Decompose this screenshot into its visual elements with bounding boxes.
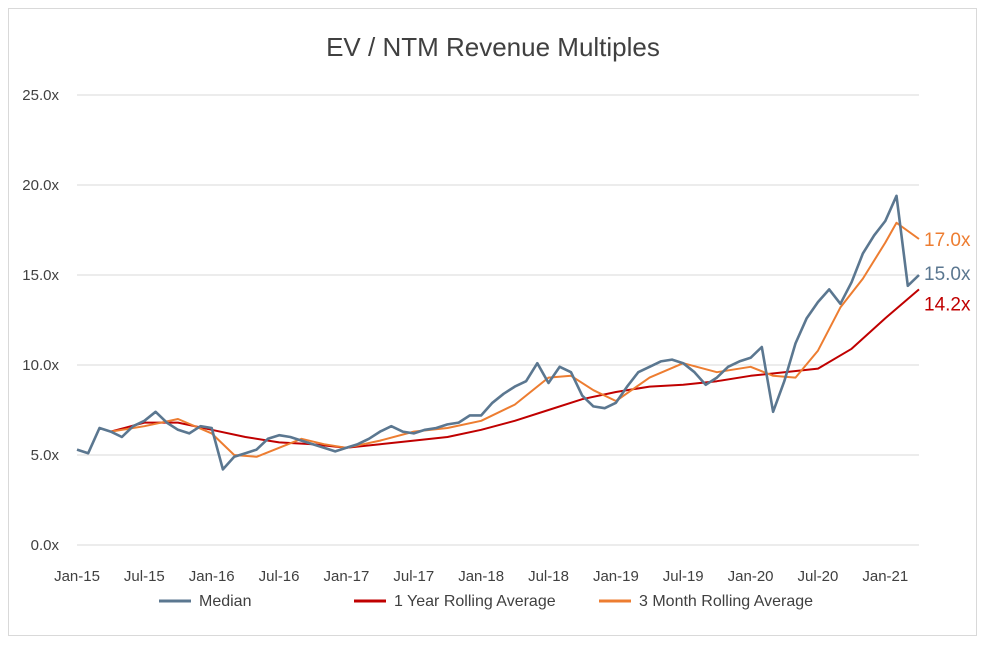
legend-label: 3 Month Rolling Average xyxy=(639,593,813,610)
y-tick-label: 20.0x xyxy=(22,177,59,194)
x-tick-label: Jul-17 xyxy=(393,568,434,585)
chart-frame: EV / NTM Revenue Multiples 0.0x 5.0x 10.0x… xyxy=(8,8,977,636)
x-tick-label: Jul-16 xyxy=(259,568,300,585)
y-tick-label: 15.0x xyxy=(22,267,59,284)
y-tick-label: 10.0x xyxy=(22,357,59,374)
chart-title: EV / NTM Revenue Multiples xyxy=(326,32,660,62)
x-tick-label: Jul-20 xyxy=(798,568,839,585)
legend: Median 1 Year Rolling Average 3 Month Roll… xyxy=(159,593,813,610)
x-tick-label: Jan-16 xyxy=(189,568,235,585)
x-tick-label: Jan-20 xyxy=(728,568,774,585)
series-line-median xyxy=(76,194,920,471)
y-axis-labels: 0.0x 5.0x 10.0x 15.0x 20.0x 25.0x xyxy=(22,87,59,554)
y-tick-label: 5.0x xyxy=(31,447,60,464)
x-tick-label: Jul-15 xyxy=(124,568,165,585)
line-chart: EV / NTM Revenue Multiples 0.0x 5.0x 10.0x… xyxy=(22,32,971,610)
legend-label: 1 Year Rolling Average xyxy=(394,593,556,610)
y-tick-label: 25.0x xyxy=(22,87,59,104)
x-tick-label: Jul-18 xyxy=(528,568,569,585)
x-axis-labels: Jan-15 Jul-15 Jan-16 Jul-16 Jan-17 Jul-17 Jan-… xyxy=(54,568,908,585)
x-tick-label: Jan-17 xyxy=(324,568,370,585)
series-line-1-year-rolling-average xyxy=(110,288,920,449)
x-tick-label: Jan-21 xyxy=(862,568,908,585)
series-line-3-month-rolling-average xyxy=(110,221,920,458)
end-value-label: 17.0x xyxy=(924,230,971,251)
x-tick-label: Jan-15 xyxy=(54,568,100,585)
x-tick-label: Jan-18 xyxy=(458,568,504,585)
y-tick-label: 0.0x xyxy=(31,537,60,554)
x-tick-label: Jul-19 xyxy=(663,568,704,585)
series-lines xyxy=(76,194,920,471)
end-value-label: 14.2x xyxy=(924,294,971,315)
end-labels: 15.0x 14.2x 17.0x xyxy=(924,230,971,315)
x-tick-label: Jan-19 xyxy=(593,568,639,585)
gridlines xyxy=(77,94,919,546)
legend-label: Median xyxy=(199,593,251,610)
end-value-label: 15.0x xyxy=(924,264,971,285)
